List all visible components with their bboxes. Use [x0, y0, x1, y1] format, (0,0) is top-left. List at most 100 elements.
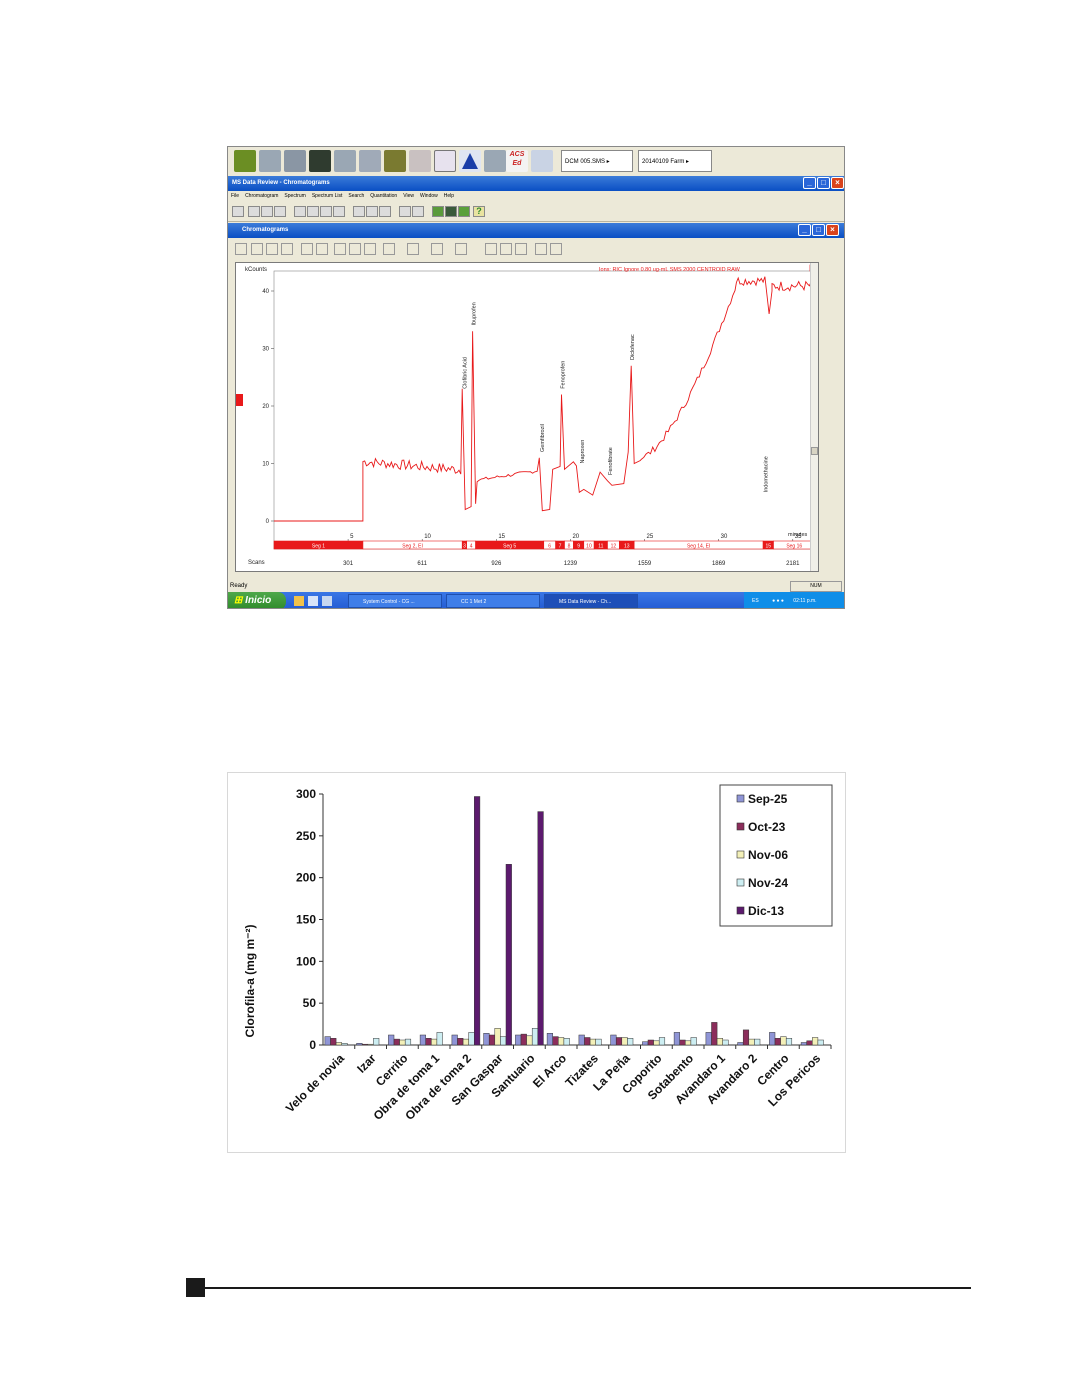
task-system-control[interactable]: System Control - CG ...: [348, 594, 442, 608]
tool-icon[interactable]: [412, 206, 424, 217]
file-button-farm[interactable]: 20140109 Farm ▸: [638, 150, 712, 172]
menu-chromatogram[interactable]: Chromatogram: [245, 193, 279, 199]
quicklaunch-icon[interactable]: [308, 596, 318, 606]
tool-icon[interactable]: [407, 243, 419, 255]
menu-help[interactable]: Help: [443, 193, 455, 199]
app-title-bar: MS Data Review - Chromatograms _ □ ×: [228, 176, 844, 191]
tool-icon[interactable]: [333, 206, 345, 217]
start-button[interactable]: ⊞ Inicio: [228, 592, 286, 608]
tool-icon[interactable]: [366, 206, 378, 217]
bar: [817, 1039, 824, 1046]
menu-spectrum[interactable]: Spectrum: [284, 193, 306, 199]
app-title: MS Data Review - Chromatograms: [232, 180, 330, 186]
segment-label: Seg 1: [312, 544, 325, 550]
tool-icon[interactable]: [399, 206, 411, 217]
task-cc1-met2[interactable]: CC 1 Met 2: [446, 594, 540, 608]
tool-icon[interactable]: [274, 206, 286, 217]
bar: [393, 1038, 400, 1046]
tool-icon[interactable]: [232, 206, 244, 217]
tool-icon[interactable]: [349, 243, 361, 255]
quicklaunch-icon[interactable]: [294, 596, 304, 606]
tool-icon[interactable]: [353, 206, 365, 217]
windows-taskbar: ⊞ Inicio System Control - CG ... CC 1 Me…: [228, 592, 844, 608]
tool-icon[interactable]: [515, 243, 527, 255]
chromatogram-plot: kCounts Ions: RIC Ignore 0.80 ug-mL SMS …: [235, 262, 819, 572]
tool-icon[interactable]: [266, 243, 278, 255]
segment-label: 3: [463, 544, 466, 550]
bar: [483, 1033, 490, 1046]
scrollbar-thumb[interactable]: [811, 447, 818, 455]
tray-icons[interactable]: ● ● ●: [772, 598, 784, 604]
arrow-up-icon[interactable]: [235, 243, 247, 255]
toolbar-icon-11[interactable]: [484, 150, 506, 172]
menu-view[interactable]: View: [403, 193, 414, 199]
tool-icon[interactable]: [307, 206, 319, 217]
tool-icon[interactable]: [500, 243, 512, 255]
tool-icon[interactable]: [458, 206, 470, 217]
toolbar-icon-6[interactable]: [359, 150, 381, 172]
tool-icon[interactable]: [535, 243, 547, 255]
tool-icon[interactable]: [316, 243, 328, 255]
tool-icon[interactable]: [431, 243, 443, 255]
file-button-dcm[interactable]: DCM 005.SMS ▸: [561, 150, 633, 172]
task-ms-data-review[interactable]: MS Data Review - Ch...: [544, 594, 638, 608]
tool-icon[interactable]: [364, 243, 376, 255]
acs-ed-icon[interactable]: ACS Ed: [506, 150, 528, 172]
toolbar-icon-2[interactable]: [259, 150, 281, 172]
help-icon[interactable]: ?: [473, 206, 485, 217]
tool-icon[interactable]: [294, 206, 306, 217]
tool-icon[interactable]: [334, 243, 346, 255]
ed-label: Ed: [512, 160, 522, 167]
tool-icon[interactable]: [301, 243, 313, 255]
peak-label: Clofibric Acid: [463, 357, 469, 389]
x-tick-label: 30: [721, 534, 728, 540]
toolbar-icon-5[interactable]: [334, 150, 356, 172]
tool-icon[interactable]: [432, 206, 444, 217]
menu-window[interactable]: Window: [419, 193, 438, 199]
tool-icon[interactable]: [383, 243, 395, 255]
language-indicator[interactable]: ES: [752, 598, 759, 604]
menu-spectrum-list[interactable]: Spectrum List: [311, 193, 343, 199]
menu-quantitation[interactable]: Quantitation: [370, 193, 398, 199]
bar: [361, 1043, 369, 1046]
tool-icon[interactable]: [248, 206, 260, 217]
trace-marker[interactable]: [236, 394, 243, 406]
toolbar-icon-4[interactable]: [309, 150, 331, 172]
tool-icon[interactable]: [445, 206, 457, 217]
vertical-scrollbar[interactable]: [810, 263, 818, 571]
legend-entry: Sep-25: [748, 792, 788, 806]
segment-label: 9: [577, 544, 580, 550]
toolbar-icon-9[interactable]: [434, 150, 456, 172]
child-minimize-icon[interactable]: _: [798, 224, 811, 236]
bar: [425, 1038, 432, 1046]
toolbar-icon-7[interactable]: [384, 150, 406, 172]
toolbar-icon-8[interactable]: [409, 150, 431, 172]
bar: [335, 1042, 342, 1046]
tool-icon[interactable]: [261, 206, 273, 217]
quicklaunch-icon[interactable]: [322, 596, 332, 606]
segment-bar[interactable]: Seg 1 Seg 2, EI 3 4 Seg 5 6 7 8 9 10 11 12 13 Seg 14,…: [273, 540, 816, 550]
toolbar-icon-13[interactable]: [531, 150, 553, 172]
add-icon[interactable]: [251, 243, 263, 255]
tool-icon[interactable]: [379, 206, 391, 217]
tool-icon[interactable]: [281, 243, 293, 255]
tool-icon[interactable]: [455, 243, 467, 255]
tool-icon[interactable]: [485, 243, 497, 255]
minimize-icon[interactable]: _: [803, 177, 816, 189]
child-close-icon[interactable]: ×: [826, 224, 839, 236]
menu-search[interactable]: Search: [348, 193, 365, 199]
menu-file[interactable]: File: [231, 193, 240, 199]
peak-icon[interactable]: [459, 150, 481, 172]
toolbar-icon-3[interactable]: [284, 150, 306, 172]
legend-entry: Dic-13: [748, 904, 784, 918]
tool-icon[interactable]: [320, 206, 332, 217]
close-icon[interactable]: ×: [831, 177, 844, 189]
maximize-icon[interactable]: □: [817, 177, 830, 189]
bar: [647, 1039, 654, 1046]
y-tick-label: 200: [296, 871, 316, 885]
child-maximize-icon[interactable]: □: [812, 224, 825, 236]
toolbar-icon-1[interactable]: [234, 150, 256, 172]
tool-icon[interactable]: [550, 243, 562, 255]
chlorophyll-bar-chart: 0 50 100 150 200 250 300 Clorofila-a (mg m⁻²) …: [227, 772, 846, 1153]
status-bar: Ready NUM: [228, 580, 844, 592]
